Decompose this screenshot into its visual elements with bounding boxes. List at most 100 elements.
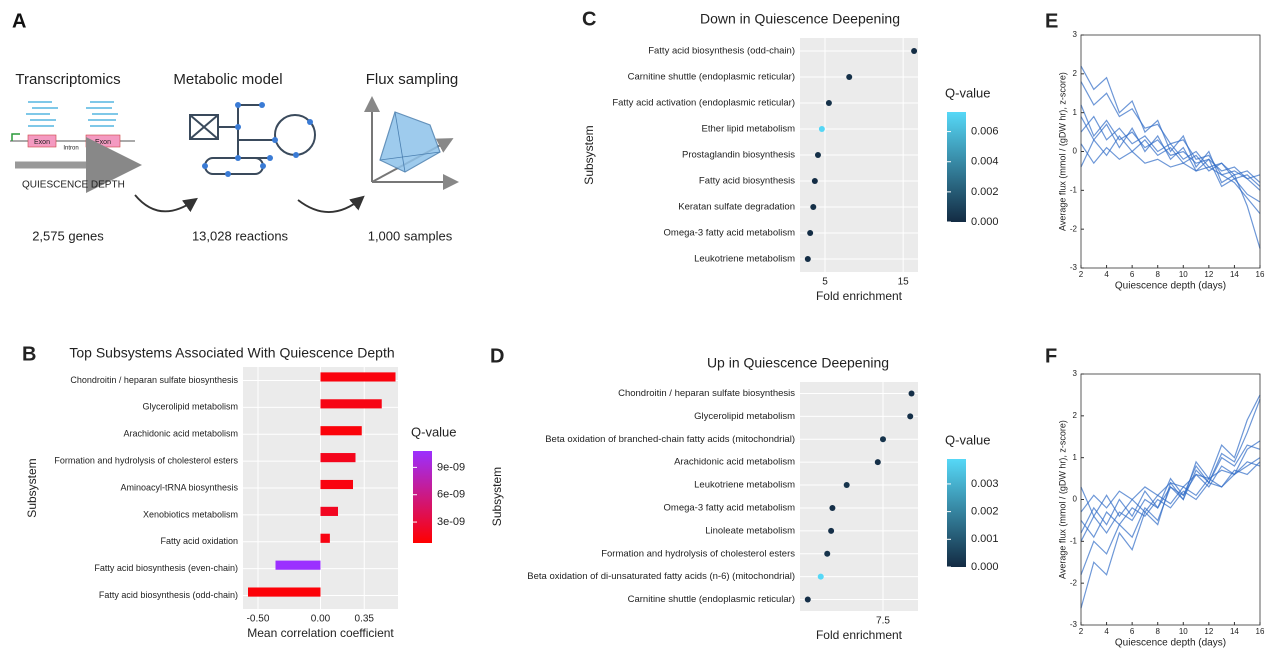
y-tick-label: Carnitine shuttle (endoplasmic reticular… — [628, 594, 795, 605]
y-tick-label: -3 — [1070, 263, 1078, 272]
y-tick-label: Arachidonic acid metabolism — [123, 429, 238, 439]
x-tick-label: 16 — [1256, 270, 1265, 279]
dot — [805, 256, 811, 262]
colorbar — [947, 459, 966, 567]
y-tick-label: -1 — [1070, 185, 1078, 194]
exon-label: Exon — [34, 139, 50, 146]
y-tick-label: Formation and hydrolysis of cholesterol … — [54, 455, 238, 465]
x-axis-label: Fold enrichment — [816, 628, 903, 642]
y-tick-label: 2 — [1073, 69, 1078, 78]
colorbar-title: Q-value — [411, 424, 457, 439]
y-tick-label: 1 — [1073, 453, 1078, 462]
y-tick-label: Xenobiotics metabolism — [143, 509, 238, 519]
colorbar-tick-label: 0.006 — [971, 125, 999, 137]
y-axis-label: Subsystem — [25, 458, 39, 517]
dot — [812, 178, 818, 184]
dot — [815, 152, 821, 158]
colorbar-tick-label: 0.003 — [971, 478, 999, 490]
colorbar-tick-label: 0.000 — [971, 561, 999, 573]
dot — [810, 204, 816, 210]
x-axis-label: Mean correlation coefficient — [247, 626, 394, 640]
flux-line — [1081, 117, 1260, 202]
y-tick-label: Fatty acid biosynthesis (odd-chain) — [648, 46, 795, 57]
step-title: Flux sampling — [366, 71, 459, 88]
y-tick-label: 1 — [1073, 108, 1078, 117]
dot — [911, 48, 917, 54]
colorbar-tick-label: 0.004 — [971, 156, 999, 168]
dot — [880, 436, 886, 442]
y-tick-label: -2 — [1070, 578, 1078, 587]
y-tick-label: Fatty acid biosynthesis (even-chain) — [94, 563, 238, 573]
y-tick-label: Fatty acid biosynthesis — [699, 176, 795, 187]
x-tick-label: 6 — [1130, 270, 1135, 279]
x-tick-label: 8 — [1155, 270, 1160, 279]
flux-line — [1081, 445, 1260, 533]
y-tick-label: Ether lipid metabolism — [702, 124, 796, 135]
colorbar-title: Q-value — [945, 432, 991, 447]
dot — [844, 482, 850, 488]
x-tick-label: 14 — [1230, 270, 1239, 279]
y-tick-label: Linoleate metabolism — [705, 525, 795, 536]
x-tick-label: 5 — [822, 277, 828, 288]
y-axis-label: Subsystem — [490, 467, 504, 526]
flow-arrow — [135, 195, 195, 211]
x-tick-label: 12 — [1204, 270, 1213, 279]
bar — [321, 480, 354, 489]
x-tick-label: 10 — [1179, 270, 1188, 279]
y-tick-label: Carnitine shuttle (endoplasmic reticular… — [628, 72, 795, 83]
x-axis-label: Quiescence depth (days) — [1115, 638, 1226, 649]
colorbar-title: Q-value — [945, 85, 991, 100]
y-tick-label: Keratan sulfate degradation — [678, 202, 795, 213]
x-tick-label: 0.35 — [355, 614, 375, 625]
x-tick-label: 4 — [1104, 270, 1109, 279]
x-tick-label: 16 — [1256, 627, 1265, 636]
y-tick-label: Chondroitin / heparan sulfate biosynthes… — [70, 375, 238, 385]
colorbar-tick-label: 9e-09 — [437, 461, 465, 473]
y-tick-label: Chondroitin / heparan sulfate biosynthes… — [618, 388, 795, 399]
x-tick-label: -0.50 — [247, 614, 270, 625]
dot — [829, 505, 835, 511]
x-axis-label: Quiescence depth (days) — [1115, 281, 1226, 292]
colorbar-tick-label: 0.002 — [971, 506, 999, 518]
y-axis-label: Average flux (mmol / (gDW hr), z-score) — [1057, 72, 1067, 231]
gene-diagram — [26, 102, 118, 126]
dot — [909, 390, 915, 396]
y-tick-label: -1 — [1070, 536, 1078, 545]
colorbar-tick-label: 0.001 — [971, 533, 999, 545]
flux-line — [1081, 66, 1260, 249]
dot — [805, 597, 811, 603]
bar — [321, 453, 356, 462]
exon-label: Exon — [95, 139, 111, 146]
dot — [819, 126, 825, 132]
step-title: Metabolic model — [173, 71, 282, 88]
y-tick-label: Leukotriene metabolism — [694, 254, 795, 265]
y-tick-label: Formation and hydrolysis of cholesterol … — [601, 548, 795, 559]
y-tick-label: Fatty acid oxidation — [160, 536, 238, 546]
chart-title: Down in Quiescence Deepening — [700, 11, 900, 27]
colorbar-tick-label: 3e-09 — [437, 516, 465, 528]
plot-frame — [1081, 374, 1260, 625]
x-tick-label: 7.5 — [876, 616, 890, 627]
x-tick-label: 10 — [1179, 627, 1188, 636]
dot — [826, 100, 832, 106]
y-tick-label: Aminoacyl-tRNA biosynthesis — [120, 482, 238, 492]
bar — [321, 372, 396, 381]
dot — [907, 413, 913, 419]
bar — [321, 534, 330, 543]
y-tick-label: Prostaglandin biosynthesis — [682, 150, 795, 161]
x-tick-label: 0.00 — [311, 614, 331, 625]
y-tick-label: Leukotriene metabolism — [694, 480, 795, 491]
colorbar — [947, 112, 966, 222]
y-tick-label: 0 — [1073, 147, 1078, 156]
bar — [276, 561, 321, 570]
y-axis-label: Subsystem — [582, 125, 596, 184]
dot — [807, 230, 813, 236]
bar — [321, 507, 339, 516]
y-tick-label: -2 — [1070, 224, 1078, 233]
y-tick-label: 2 — [1073, 411, 1078, 420]
x-tick-label: 14 — [1230, 627, 1239, 636]
x-tick-label: 6 — [1130, 627, 1135, 636]
